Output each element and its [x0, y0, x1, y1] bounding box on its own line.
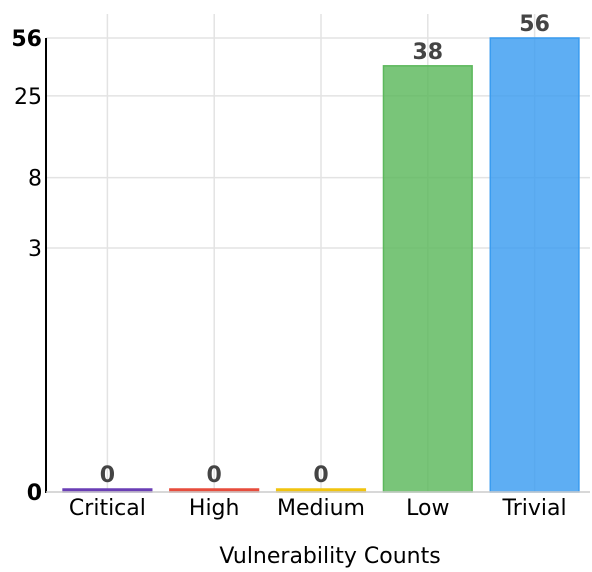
y-tick-label: 3 [28, 237, 42, 262]
data-label-low: 38 [412, 40, 443, 65]
label-layer: 0 0 0 38 56 [100, 12, 550, 488]
data-label-high: 0 [207, 463, 222, 488]
data-label-medium: 0 [313, 463, 328, 488]
bar-trivial [489, 37, 580, 493]
y-tick-label: 56 [11, 27, 42, 52]
y-tick-label: 0 [27, 481, 42, 506]
x-tick-label-critical: Critical [69, 496, 146, 521]
x-tick-label-medium: Medium [277, 496, 365, 521]
data-label-trivial: 56 [519, 12, 550, 37]
x-tick-label-low: Low [406, 496, 449, 521]
bar-low [382, 65, 473, 493]
x-tick-label-high: High [189, 496, 240, 521]
y-tick-label: 8 [28, 167, 42, 192]
data-label-critical: 0 [100, 463, 115, 488]
y-tick-label: 25 [14, 85, 42, 110]
x-axis-title: Vulnerability Counts [219, 544, 440, 569]
bar-layer [62, 37, 580, 493]
x-tick-label-trivial: Trivial [502, 496, 567, 521]
